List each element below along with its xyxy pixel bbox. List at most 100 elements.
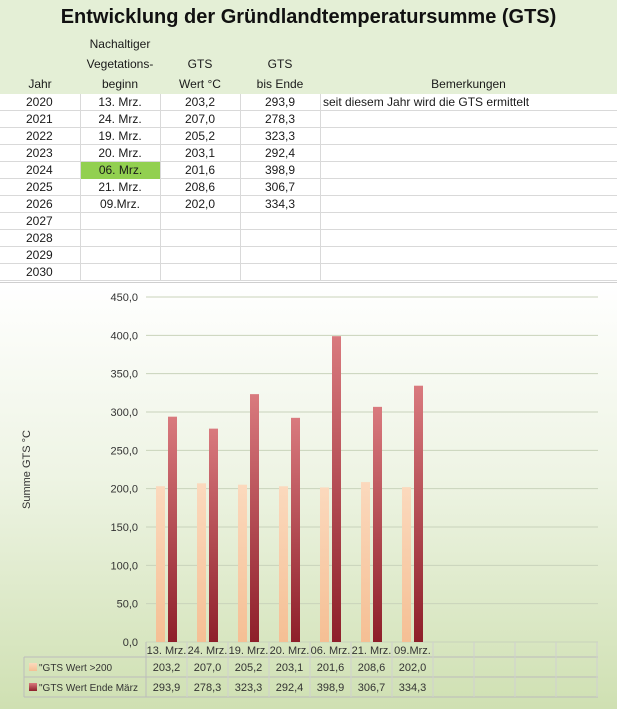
data-label: 207,0	[194, 662, 222, 674]
bar-gts-ende	[373, 406, 382, 642]
x-tick-label: 24. Mrz.	[188, 645, 228, 657]
legend-swatch	[29, 683, 37, 691]
data-label: 293,9	[153, 682, 181, 694]
cell-beginn[interactable]	[80, 213, 160, 230]
cell-jahr[interactable]: 2020	[26, 95, 53, 109]
cell-beginn[interactable]: 09.Mrz.	[99, 197, 140, 211]
cell-jahr[interactable]: 2027	[26, 214, 53, 228]
cell-ende[interactable]: 398,9	[264, 163, 296, 177]
x-tick-label: 21. Mrz.	[352, 645, 392, 657]
cell-gts[interactable]: 207,0	[184, 112, 216, 126]
cell-bemerkung[interactable]	[320, 230, 617, 247]
data-label: 334,3	[399, 682, 427, 694]
cell-bemerkung[interactable]	[320, 247, 617, 264]
table-row: 2020 13. Mrz. 203,2 293,9 seit diesem Jahr w…	[0, 94, 617, 111]
y-tick-label: 200,0	[110, 484, 138, 496]
cell-beginn[interactable]	[80, 264, 160, 281]
cell-jahr[interactable]: 2026	[26, 197, 53, 211]
cell-gts[interactable]	[160, 230, 240, 247]
cell-gts[interactable]: 203,2	[184, 95, 216, 109]
y-tick-label: 0,0	[123, 637, 138, 649]
cell-ende[interactable]: 278,3	[264, 112, 296, 126]
table-row: 2025 21. Mrz. 208,6 306,7	[0, 179, 617, 196]
cell-bemerkung[interactable]	[320, 179, 617, 196]
cell-gts[interactable]	[160, 247, 240, 264]
table-row: 2023 20. Mrz. 203,1 292,4	[0, 145, 617, 162]
cell-jahr[interactable]: 2025	[26, 180, 53, 194]
cell-jahr[interactable]: 2021	[26, 112, 53, 126]
bar-gts-wert	[279, 486, 288, 642]
cell-ende[interactable]: 323,3	[264, 129, 296, 143]
legend-swatch	[29, 663, 37, 671]
data-label: 278,3	[194, 682, 222, 694]
cell-bemerkung[interactable]	[320, 196, 617, 213]
bar-gts-ende	[291, 417, 300, 642]
cell-ende[interactable]	[240, 213, 320, 230]
data-label: 292,4	[276, 682, 304, 694]
data-label: 398,9	[317, 682, 345, 694]
bar-gts-wert	[197, 483, 206, 642]
x-tick-label: 20. Mrz.	[270, 645, 310, 657]
data-label: 208,6	[358, 662, 386, 674]
data-label: 323,3	[235, 682, 263, 694]
cell-bemerkung[interactable]: seit diesem Jahr wird die GTS ermittelt	[323, 95, 530, 109]
cell-jahr[interactable]: 2030	[26, 265, 53, 279]
cell-bemerkung[interactable]	[320, 264, 617, 281]
cell-ende[interactable]: 334,3	[264, 197, 296, 211]
cell-bemerkung[interactable]	[320, 162, 617, 179]
column-divider	[240, 94, 241, 280]
bar-gts-wert	[361, 482, 370, 642]
cell-gts[interactable]: 205,2	[184, 129, 216, 143]
cell-ende[interactable]	[240, 230, 320, 247]
cell-jahr[interactable]: 2024	[26, 163, 53, 177]
cell-jahr[interactable]: 2029	[26, 248, 53, 262]
cell-beginn[interactable]	[80, 247, 160, 264]
x-tick-label: 19. Mrz.	[229, 645, 269, 657]
y-tick-label: 400,0	[110, 330, 138, 342]
cell-gts[interactable]: 208,6	[184, 180, 216, 194]
cell-beginn[interactable]: 13. Mrz.	[98, 95, 142, 109]
column-divider	[80, 94, 81, 280]
cell-bemerkung[interactable]	[320, 213, 617, 230]
cell-gts[interactable]: 202,0	[184, 197, 216, 211]
bar-gts-ende	[250, 394, 259, 642]
column-divider	[320, 94, 321, 280]
legend-label: "GTS Wert >200	[39, 663, 113, 674]
header-gts-line1: GTS	[187, 57, 213, 71]
cell-bemerkung[interactable]	[320, 111, 617, 128]
cell-ende[interactable]	[240, 264, 320, 281]
cell-gts[interactable]	[160, 264, 240, 281]
cell-jahr[interactable]: 2028	[26, 231, 53, 245]
cell-bemerkung[interactable]	[320, 145, 617, 162]
bar-gts-wert	[320, 487, 329, 642]
cell-beginn[interactable]: 21. Mrz.	[98, 180, 142, 194]
data-label: 205,2	[235, 662, 263, 674]
bar-gts-wert	[156, 486, 165, 642]
cell-ende[interactable]	[240, 247, 320, 264]
cell-beginn[interactable]: 24. Mrz.	[98, 112, 142, 126]
cell-beginn[interactable]: 19. Mrz.	[98, 129, 142, 143]
gts-chart[interactable]: 0,0 50,0 100,0 150,0 200,0 250,0 300,0 350,0 400…	[0, 282, 617, 709]
cell-beginn[interactable]: 20. Mrz.	[98, 146, 142, 160]
y-tick-label: 50,0	[117, 599, 138, 611]
cell-bemerkung[interactable]	[320, 128, 617, 145]
x-tick-label: 13. Mrz.	[147, 645, 187, 657]
cell-beginn[interactable]	[80, 230, 160, 247]
cell-beginn[interactable]: 06. Mrz.	[81, 162, 160, 179]
cell-gts[interactable]: 201,6	[184, 163, 216, 177]
cell-gts[interactable]: 203,1	[184, 146, 216, 160]
x-tick-label: 09.Mrz.	[394, 645, 431, 657]
header-ende-line2: bis Ende	[256, 77, 304, 91]
cell-gts[interactable]	[160, 213, 240, 230]
y-tick-label: 350,0	[110, 369, 138, 381]
cell-ende[interactable]: 292,4	[264, 146, 296, 160]
data-label: 201,6	[317, 662, 345, 674]
cell-ende[interactable]: 293,9	[264, 95, 296, 109]
cell-jahr[interactable]: 2022	[26, 129, 53, 143]
cell-jahr[interactable]: 2023	[26, 146, 53, 160]
table-row: 2024 06. Mrz. 201,6 398,9	[0, 162, 617, 179]
chart-canvas: 0,0 50,0 100,0 150,0 200,0 250,0 300,0 350,0 400…	[21, 292, 598, 698]
table-row: 2026 09.Mrz. 202,0 334,3	[0, 196, 617, 213]
cell-ende[interactable]: 306,7	[264, 180, 296, 194]
